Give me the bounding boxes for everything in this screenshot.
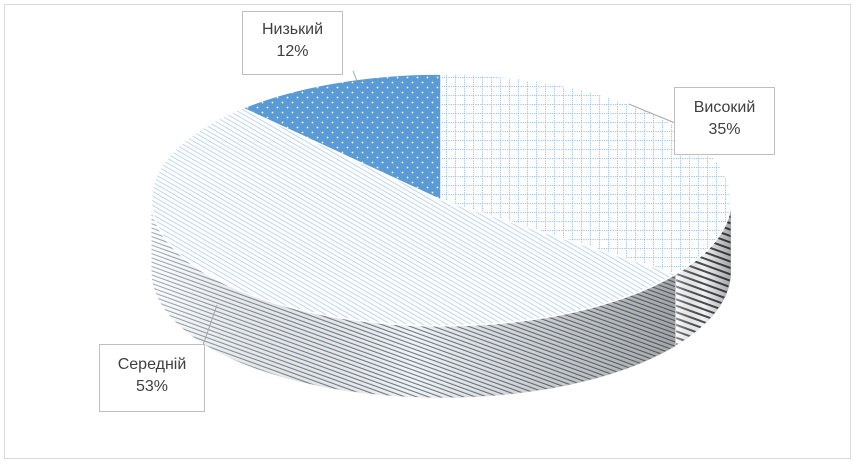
pie-sides <box>150 199 732 399</box>
leader-high <box>628 103 676 124</box>
pie-top <box>150 73 732 327</box>
slice-medium <box>150 107 678 327</box>
pie-chart <box>150 70 732 399</box>
slice-high-side-shade <box>675 200 731 347</box>
leader-lines <box>202 70 676 346</box>
data-label-medium: Середній 53% <box>99 344 205 412</box>
slice-low <box>240 73 442 202</box>
data-label-high: Високий 35% <box>674 87 775 155</box>
leader-low <box>352 70 358 82</box>
chart-area: Високий 35% Середній 53% Низький 12% <box>4 4 851 459</box>
leader-medium <box>202 304 218 346</box>
data-label-low: Низький 12% <box>242 11 343 75</box>
slice-medium-side-shade <box>151 200 676 398</box>
